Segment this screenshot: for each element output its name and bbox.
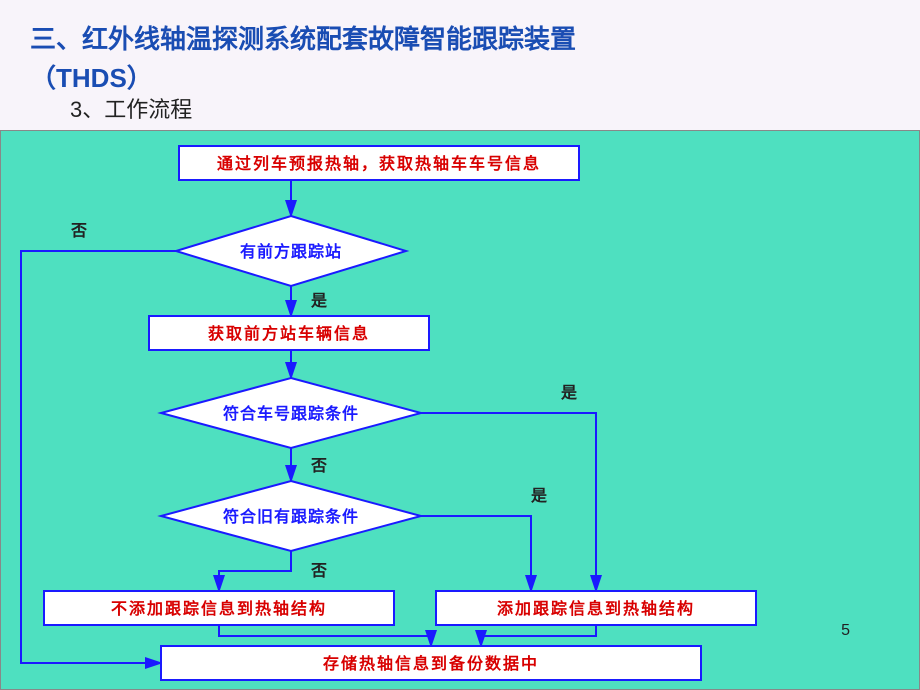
title-text: 三、红外线轴温探测系统配套故障智能跟踪装置	[30, 24, 576, 54]
edge-label: 是	[560, 384, 577, 402]
edge-label: 是	[530, 487, 547, 505]
edge-label: 否	[310, 457, 327, 475]
title-area: 三、红外线轴温探测系统配套故障智能跟踪装置 （THDS）	[0, 0, 920, 98]
flowchart-container: 是否否是否是通过列车预报热轴，获取热轴车车号信息有前方跟踪站获取前方站车辆信息符…	[0, 130, 920, 690]
paren-open: （	[30, 63, 56, 93]
flow-decision-label: 符合车号跟踪条件	[223, 404, 359, 423]
slide-page: 三、红外线轴温探测系统配套故障智能跟踪装置 （THDS） 3、工作流程 是否否是…	[0, 0, 920, 690]
flow-box-label: 获取前方站车辆信息	[208, 324, 370, 343]
main-title: 三、红外线轴温探测系统配套故障智能跟踪装置 （THDS）	[30, 20, 890, 98]
flow-box-label: 不添加跟踪信息到热轴结构	[111, 599, 327, 618]
edge-label: 否	[70, 222, 87, 240]
subtitle: 3、工作流程	[70, 92, 192, 124]
page-number: 5	[841, 622, 850, 640]
title-thds: THDS	[56, 63, 127, 93]
edge-label: 否	[310, 562, 327, 580]
flowchart-svg: 是否否是否是通过列车预报热轴，获取热轴车车号信息有前方跟踪站获取前方站车辆信息符…	[1, 131, 919, 689]
flow-decision-label: 符合旧有跟踪条件	[223, 507, 359, 526]
paren-close: ）	[127, 63, 153, 93]
flow-box-label: 通过列车预报热轴，获取热轴车车号信息	[217, 154, 541, 173]
edge-label: 是	[310, 292, 327, 310]
flow-box-label: 存储热轴信息到备份数据中	[323, 654, 539, 673]
flow-box-label: 添加跟踪信息到热轴结构	[497, 599, 695, 618]
flow-decision-label: 有前方跟踪站	[240, 242, 342, 261]
